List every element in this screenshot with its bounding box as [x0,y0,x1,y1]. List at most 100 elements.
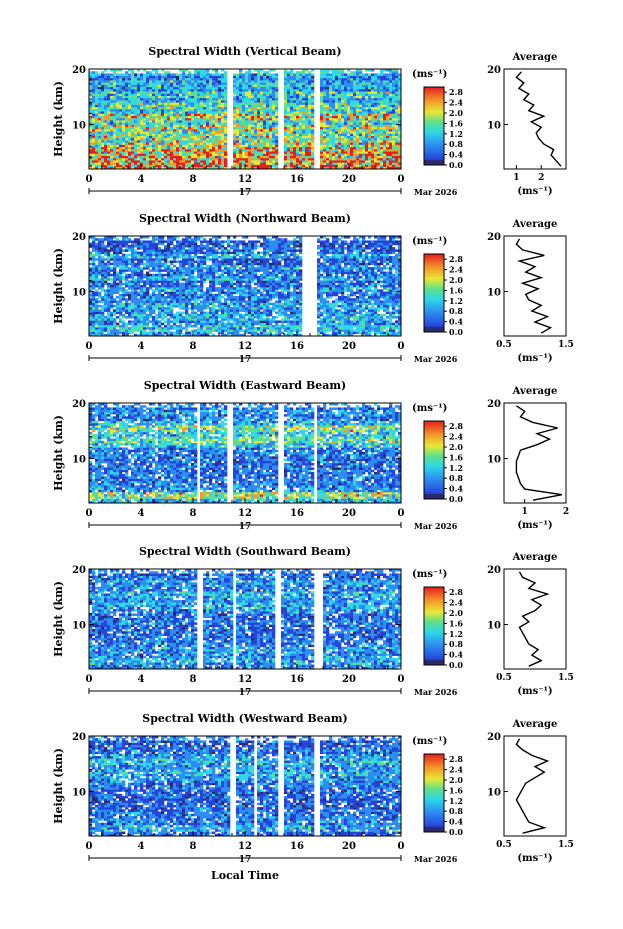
heatmap-cell [311,122,315,125]
heatmap-cell [200,164,204,168]
heatmap-cell [140,84,144,88]
heatmap-cell [107,267,111,270]
heatmap-cell [359,122,363,125]
heatmap-cell [356,153,360,156]
heatmap-cell [272,106,276,110]
heatmap-cell [98,102,102,105]
heatmap-cell [152,140,156,143]
heatmap-cell [209,122,213,125]
heatmap-cell [113,327,117,330]
heatmap-cell [173,146,177,150]
heatmap-cell [95,115,99,119]
heatmap-cell [221,113,225,116]
heatmap-cell [344,155,348,159]
heatmap-cell [101,135,105,139]
heatmap-cell [266,106,270,110]
heatmap-cell [107,160,111,163]
heatmap-cell [293,144,297,148]
heatmap-cell [89,262,93,266]
heatmap-cell [164,115,168,119]
heatmap-cell [107,73,111,76]
heatmap-cell [125,311,129,315]
heatmap-cell [350,122,354,125]
heatmap-cell [92,260,96,263]
heatmap-cell [320,84,324,88]
heatmap-cell [287,117,291,121]
heatmap-cell [275,162,279,165]
heatmap-cell [302,149,306,152]
heatmap-cell [200,126,204,130]
heatmap-cell [287,137,291,141]
heatmap-cell [347,86,351,90]
heatmap-cell [182,77,186,81]
heatmap-cell [245,89,249,92]
heatmap-cell [92,122,96,125]
heatmap-cell [92,324,96,328]
heatmap-cell [197,106,201,110]
heatmap-cell [191,160,195,163]
heatmap-cell [389,82,393,85]
heatmap-cell [344,95,348,99]
heatmap-cell [287,157,291,161]
heatmap-cell [131,293,135,297]
heatmap-cell [92,256,96,259]
heatmap-cell [371,93,375,96]
heatmap-cell [362,117,366,121]
heatmap-cell [128,280,132,283]
heatmap-cell [254,131,258,134]
heatmap-cell [122,157,126,161]
heatmap-cell [131,133,135,136]
heatmap-cell [254,117,258,121]
heatmap-cell [167,100,171,103]
heatmap-cell [305,106,309,110]
heatmap-cell [215,69,219,72]
x-tick-label: 4 [138,174,145,185]
heatmap-cell [170,91,174,94]
heatmap-cell [371,129,375,132]
heatmap-cell [365,95,369,99]
heatmap-cell [206,153,210,156]
heatmap-cell [191,124,195,128]
heatmap-cell [338,162,342,165]
heatmap-cell [320,80,324,83]
heatmap-cell [92,296,96,299]
heatmap-cell [275,86,279,90]
heatmap-cell [266,115,270,119]
heatmap-cell [113,84,117,88]
heatmap-cell [176,82,180,85]
heatmap-cell [134,95,138,99]
heatmap-cell [179,86,183,90]
heatmap-cell [242,124,246,128]
heatmap-cell [182,86,186,90]
heatmap-cell [107,291,111,295]
heatmap-cell [323,104,327,108]
heatmap-cell [275,155,279,159]
heatmap-cell [149,84,153,88]
heatmap-cell [344,84,348,88]
heatmap-cell [140,153,144,156]
heatmap-cell [284,71,288,74]
heatmap-cell [293,104,297,108]
heatmap-cell [266,146,270,150]
heatmap-cell [266,126,270,130]
heatmap-cell [248,157,252,161]
heatmap-cell [158,129,162,132]
heatmap-cell [176,75,180,79]
heatmap-cell [287,131,291,134]
heatmap-cell [326,115,330,119]
heatmap-cell [107,162,111,165]
heatmap-cell [347,126,351,130]
heatmap-cell [116,282,120,286]
heatmap-cell [239,140,243,143]
heatmap-cell [389,133,393,136]
heatmap-cell [89,318,93,321]
heatmap-cell [200,149,204,152]
heatmap-cell [125,122,129,125]
heatmap-cell [149,120,153,123]
heatmap-cell [125,329,129,332]
heatmap-cell [380,157,384,161]
heatmap-cell [350,162,354,165]
heatmap-cell [215,142,219,145]
heatmap-cell [158,111,162,114]
heatmap-cell [341,160,345,163]
